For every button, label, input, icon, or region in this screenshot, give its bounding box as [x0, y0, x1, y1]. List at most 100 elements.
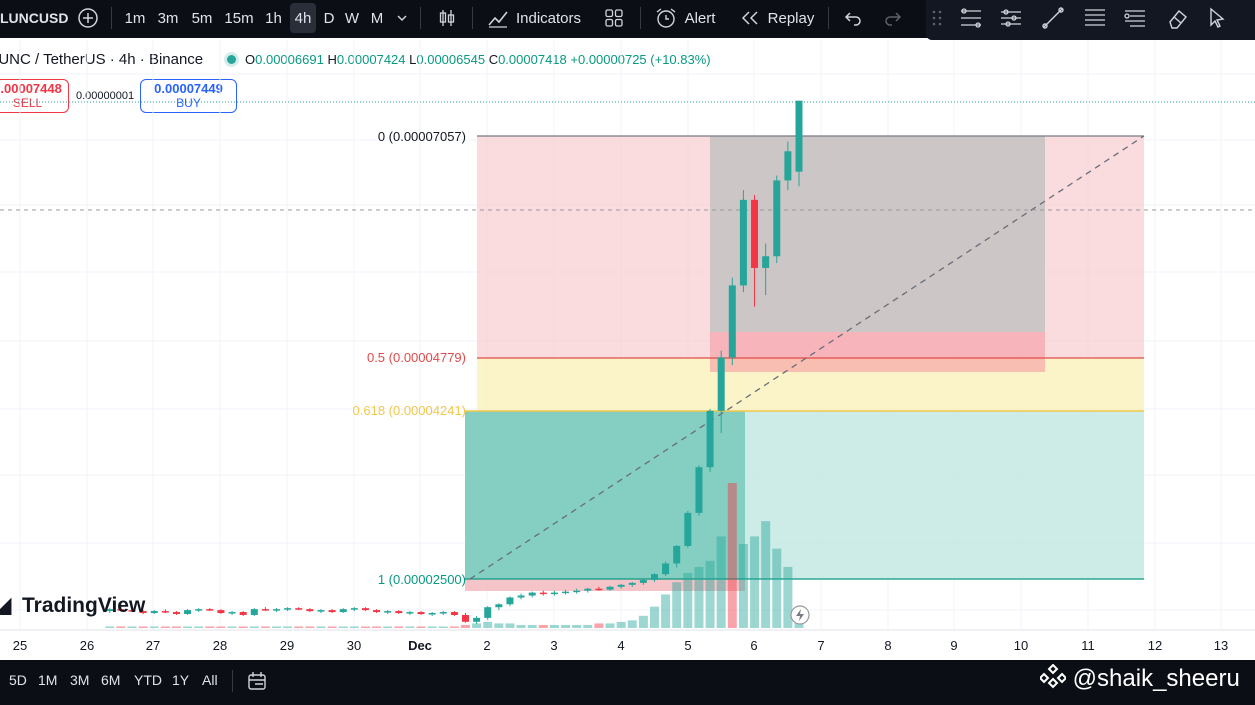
replay-button[interactable]: Replay	[738, 0, 816, 36]
candle-body	[473, 617, 481, 622]
volume-bar	[605, 623, 615, 628]
candles	[106, 100, 803, 624]
date-range-lower-zone	[710, 332, 1045, 372]
candle-body	[662, 563, 670, 575]
candle-body	[695, 467, 703, 513]
candle-body	[373, 610, 381, 613]
symbol-search[interactable]: LUNCUSD	[0, 0, 68, 36]
timeframe-d[interactable]: D	[323, 9, 335, 27]
buy-button[interactable]: 0.00007449 BUY	[140, 79, 237, 113]
range-1m[interactable]: 1M	[38, 672, 58, 688]
lightning-badge[interactable]	[790, 605, 810, 625]
goto-date-icon[interactable]	[246, 670, 268, 692]
symbol-title: LUNC / TetherUS · 4h · Binance	[0, 50, 204, 68]
candle-body	[317, 610, 325, 612]
cursor-icon[interactable]	[1204, 6, 1230, 30]
horizontal-lines-icon[interactable]	[1082, 6, 1108, 30]
range-all[interactable]: All	[202, 672, 218, 688]
volume-bar	[138, 626, 148, 628]
timeframe-m[interactable]: M	[370, 9, 384, 27]
candle-body	[306, 609, 314, 612]
timeframe-5m[interactable]: 5m	[191, 9, 213, 27]
open-value: 0.00006691	[255, 52, 324, 67]
candle-body	[795, 100, 803, 172]
tradingview-logo-mark: ◢	[0, 594, 12, 617]
pitchfork-icon[interactable]	[998, 6, 1024, 30]
range-6m[interactable]: 6M	[101, 672, 121, 688]
symbol-header: LUNC / TetherUS · 4h · Binance	[0, 44, 237, 74]
volume-bar	[316, 626, 326, 628]
time-tick-label: 13	[1214, 638, 1228, 653]
candle-body	[784, 151, 792, 181]
timeframe-15m[interactable]: 15m	[224, 9, 254, 27]
time-axis: 25 26 27 28 29 30 Dec 2 3 4 5 6 7 8 9 10 11 12 13	[13, 638, 1228, 653]
time-tick-label: 12	[1148, 638, 1162, 653]
fib-label-0618: 0.618 (0.00004241)	[353, 403, 466, 418]
candle-body	[395, 611, 403, 614]
trend-line-icon[interactable]	[1040, 6, 1066, 30]
candle-body	[295, 608, 303, 610]
volume-bar	[427, 626, 437, 628]
timeframe-4h[interactable]: 4h	[290, 3, 316, 33]
candle-body	[361, 608, 369, 611]
volume-bar	[683, 573, 693, 628]
volume-bar	[461, 624, 470, 628]
toolbar-divider	[640, 7, 641, 29]
volume-bar	[227, 626, 237, 628]
volume-bar	[283, 626, 293, 628]
undo-button[interactable]	[840, 0, 866, 36]
candle-body	[439, 612, 447, 614]
layouts-button[interactable]	[600, 0, 628, 36]
drag-handle-icon[interactable]	[930, 6, 944, 30]
range-5d[interactable]: 5D	[9, 672, 27, 688]
indicators-label: Indicators	[515, 9, 582, 27]
range-ytd[interactable]: YTD	[134, 672, 162, 688]
candle-body	[239, 612, 247, 615]
alert-button[interactable]: Alert	[651, 0, 719, 36]
indicators-button[interactable]: Indicators	[484, 0, 584, 36]
candle-body	[195, 609, 203, 611]
volume-bar	[772, 548, 782, 628]
candle-body	[673, 545, 681, 564]
time-tick-label: 7	[817, 638, 824, 653]
volume-bar	[716, 536, 726, 628]
candle-body	[450, 612, 458, 615]
timeframe-w[interactable]: W	[344, 9, 360, 27]
grid-icon	[605, 9, 623, 27]
time-tick-label: 3	[550, 638, 557, 653]
add-symbol-button[interactable]	[75, 0, 101, 36]
volume-bar	[527, 624, 537, 628]
text-tools-icon[interactable]	[1122, 6, 1148, 30]
fib-label-0: 0 (0.00007057)	[378, 129, 466, 144]
candle-body	[584, 588, 592, 591]
volume-bar	[183, 626, 193, 628]
timeframe-1m[interactable]: 1m	[124, 9, 146, 27]
time-tick-label: 8	[884, 638, 891, 653]
timeframe-3m[interactable]: 3m	[157, 9, 179, 27]
undo-icon	[844, 12, 861, 26]
eraser-icon[interactable]	[1164, 6, 1190, 30]
range-1y[interactable]: 1Y	[172, 672, 190, 688]
range-3m[interactable]: 3M	[70, 672, 90, 688]
volume-bar	[372, 626, 382, 628]
volume-bar	[305, 626, 315, 628]
candle-body	[595, 588, 603, 591]
drawing-toolbar	[926, 0, 1255, 40]
volume-bar	[238, 626, 248, 628]
volume-bar	[338, 626, 348, 628]
volume-bar	[672, 582, 682, 628]
time-tick-label: 28	[213, 638, 227, 653]
timeframe-1h[interactable]: 1h	[265, 9, 282, 27]
redo-button[interactable]	[880, 0, 906, 36]
sell-button[interactable]: 0.00007448 SELL	[0, 79, 69, 113]
candle-body	[339, 609, 347, 613]
volume-bar	[638, 615, 648, 628]
fib-retracement-icon[interactable]	[958, 6, 984, 30]
volume-bar	[149, 626, 159, 628]
bottom-toolbar: 5D 1M 3M 6M YTD 1Y All	[0, 660, 1255, 705]
volume-bar	[360, 626, 370, 628]
chart-type-button[interactable]	[433, 0, 461, 36]
timeframe-dropdown[interactable]	[393, 0, 411, 36]
time-tick-label: 2	[483, 638, 490, 653]
price-chart[interactable]: 0 (0.00007057) 0.5 (0.00004779) 0.618 (0…	[0, 40, 1255, 660]
